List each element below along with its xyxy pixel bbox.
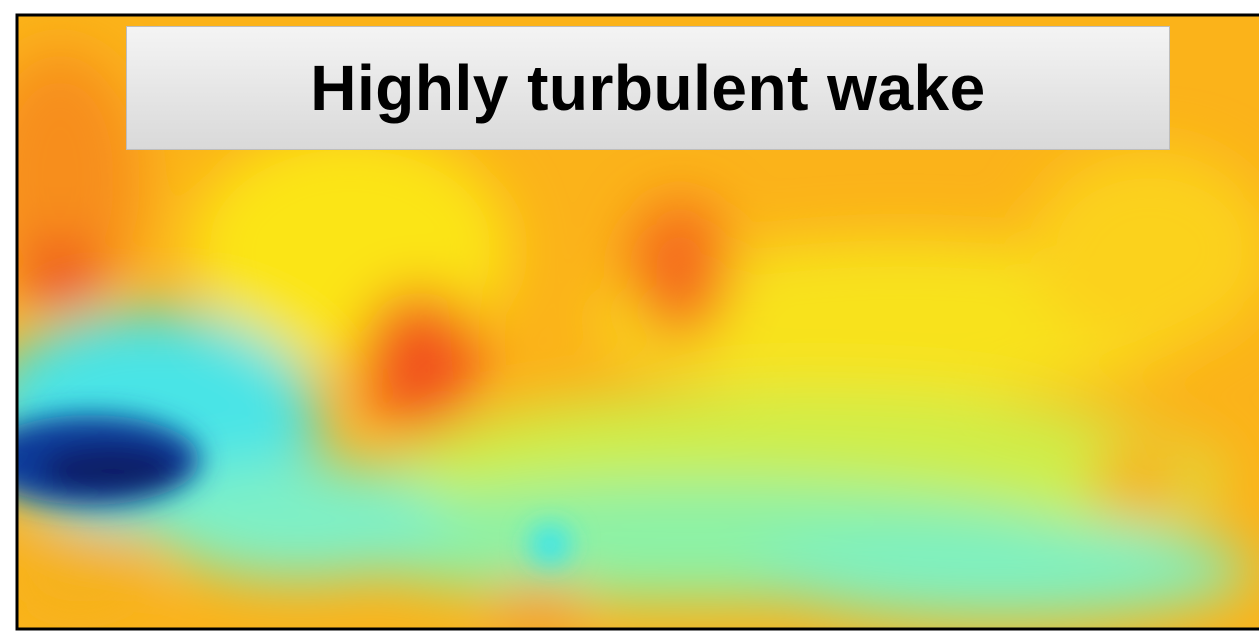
screenshot: Highly turbulent wake	[0, 0, 1259, 632]
title-box: Highly turbulent wake	[126, 26, 1170, 150]
title: Highly turbulent wake	[310, 51, 985, 125]
